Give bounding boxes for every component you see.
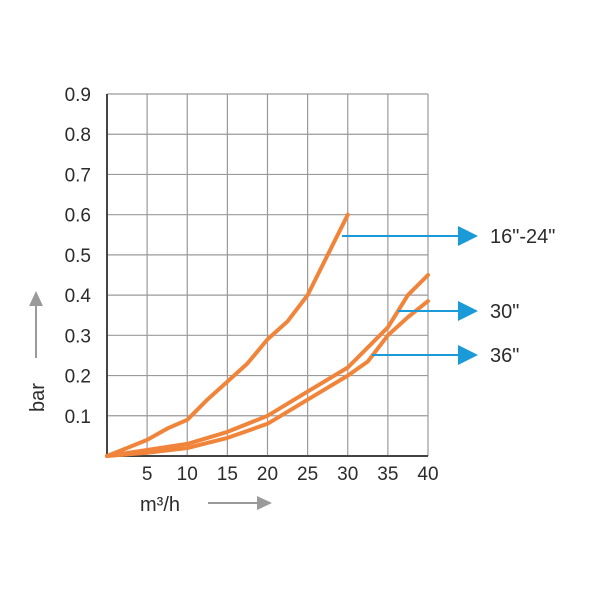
y-tick-label: 0.7 xyxy=(65,165,91,186)
legend-arrow-icon xyxy=(458,301,478,321)
legend-arrow-icon xyxy=(458,345,478,365)
y-tick-label: 0.2 xyxy=(65,367,91,388)
right-arrow-icon xyxy=(257,496,272,510)
x-tick-label: 25 xyxy=(297,464,318,485)
x-tick-label: 30 xyxy=(337,464,358,485)
legend-label: 30" xyxy=(490,301,519,323)
y-tick-label: 0.6 xyxy=(65,206,91,227)
y-tick-label: 0.1 xyxy=(65,407,91,428)
grid xyxy=(106,93,429,457)
x-axis-label: m³/h xyxy=(140,494,180,516)
x-tick-label: 15 xyxy=(217,464,238,485)
up-arrow-icon xyxy=(29,291,43,306)
legend-label: 36" xyxy=(490,345,519,367)
y-axis-label: bar xyxy=(27,383,49,412)
series-line-2 xyxy=(105,273,430,458)
x-tick-label: 5 xyxy=(142,464,153,485)
x-tick-label: 35 xyxy=(377,464,398,485)
x-tick-label: 20 xyxy=(257,464,278,485)
series-line-1 xyxy=(105,212,350,458)
y-tick-label: 0.3 xyxy=(65,326,91,347)
y-tick-label: 0.5 xyxy=(65,246,91,267)
x-tick-label: 40 xyxy=(417,464,438,485)
y-tick-label: 0.8 xyxy=(65,125,91,146)
legend-arrows: 16"-24" 30" 36" xyxy=(342,226,555,367)
series-lines xyxy=(105,212,430,458)
tick-labels: 5 10 15 20 25 30 35 40 0.1 0.2 0.3 0.4 0.5 0.6 0.7 0.8 0… xyxy=(29,85,439,510)
y-tick-label: 0.9 xyxy=(65,85,91,106)
x-tick-label: 10 xyxy=(177,464,198,485)
legend-label: 16"-24" xyxy=(490,226,555,248)
legend-arrow-icon xyxy=(458,226,478,246)
series-line-3 xyxy=(105,299,430,458)
y-tick-label: 0.4 xyxy=(65,286,92,307)
